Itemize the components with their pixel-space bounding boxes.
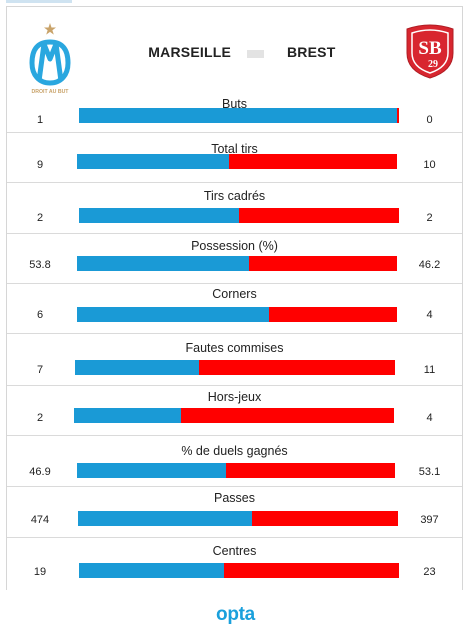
stat-label: Passes: [214, 491, 255, 505]
stat-label: Total tirs: [211, 142, 258, 156]
home-value: 9: [36, 159, 44, 171]
stat-row: Centres 19 23: [7, 538, 462, 590]
home-team-name: MARSEILLE: [148, 44, 231, 60]
home-share-bar: [79, 108, 398, 123]
home-value: 53.8: [29, 259, 51, 271]
brest-number: 29: [428, 59, 438, 70]
team-separator: [247, 50, 264, 58]
stat-label: Centres: [212, 544, 257, 558]
brest-monogram: SB: [418, 38, 442, 59]
stat-row: Possession (%) 53.8 46.2: [7, 234, 462, 284]
stat-comparison-bar: [74, 408, 394, 423]
home-share-bar: [79, 563, 224, 578]
stat-row: Corners 6 4: [7, 284, 462, 334]
home-value: 1: [36, 114, 44, 126]
stat-comparison-bar: [78, 511, 398, 526]
home-share-bar: [75, 360, 200, 375]
stat-comparison-bar: [79, 108, 399, 123]
away-value: 0: [426, 114, 433, 126]
stat-label: Buts: [221, 97, 247, 111]
opta-logo: opta: [216, 604, 255, 625]
stat-row: Tirs cadrés 2 2: [7, 183, 462, 234]
away-value: 46.2: [418, 259, 441, 271]
stat-label: Tirs cadrés: [203, 189, 266, 203]
home-share-bar: [79, 208, 239, 223]
away-value: 2: [426, 212, 433, 224]
match-stats-card: DROIT AU BUT MARSEILLE BREST SB 29 Buts 1…: [6, 6, 463, 590]
home-value: 7: [36, 364, 44, 376]
away-value: 10: [423, 159, 436, 171]
stat-label: Possession (%): [191, 239, 278, 253]
stat-label: Corners: [212, 287, 257, 301]
stat-row: Buts 1 0: [7, 89, 462, 133]
home-value: 19: [33, 566, 47, 578]
stat-comparison-bar: [77, 307, 397, 322]
away-value: 397: [420, 514, 439, 526]
stat-comparison-bar: [75, 360, 395, 375]
stat-comparison-bar: [79, 208, 399, 223]
home-value: 474: [30, 514, 50, 526]
home-value: 2: [36, 412, 44, 424]
away-value: 4: [426, 412, 433, 424]
stat-label: % de duels gagnés: [181, 444, 288, 458]
stat-comparison-bar: [77, 463, 395, 478]
stat-row: % de duels gagnés 46.9 53.1: [7, 436, 462, 487]
stat-comparison-bar: [79, 563, 399, 578]
footer: opta: [0, 590, 471, 638]
stat-row: Total tirs 9 10: [7, 133, 462, 183]
stat-row: Hors-jeux 2 4: [7, 386, 462, 436]
home-share-bar: [74, 408, 181, 423]
away-value: 4: [426, 309, 433, 321]
home-share-bar: [77, 154, 229, 169]
home-share-bar: [78, 511, 253, 526]
home-share-bar: [77, 256, 250, 271]
om-motto: DROIT AU BUT: [32, 89, 70, 95]
stat-comparison-bar: [77, 256, 397, 271]
stat-row: Passes 474 397: [7, 487, 462, 538]
away-value: 11: [423, 364, 436, 376]
away-value: 53.1: [418, 466, 441, 478]
match-header: DROIT AU BUT MARSEILLE BREST SB 29: [7, 7, 462, 95]
away-value: 23: [423, 566, 436, 578]
stat-label: Hors-jeux: [207, 390, 262, 404]
stat-row: Fautes commises 7 11: [7, 334, 462, 386]
away-team-name: BREST: [287, 44, 336, 60]
top-accent-bar: [6, 0, 72, 3]
olympique-marseille-crest-icon: DROIT AU BUT: [29, 23, 71, 95]
home-share-bar: [77, 307, 269, 322]
home-value: 6: [36, 309, 44, 321]
stade-brestois-shield-icon: SB 29: [406, 24, 454, 79]
home-value: 46.9: [29, 466, 51, 478]
stat-label: Fautes commises: [185, 341, 284, 355]
stat-comparison-bar: [77, 154, 397, 169]
home-share-bar: [77, 463, 227, 478]
home-value: 2: [36, 212, 44, 224]
